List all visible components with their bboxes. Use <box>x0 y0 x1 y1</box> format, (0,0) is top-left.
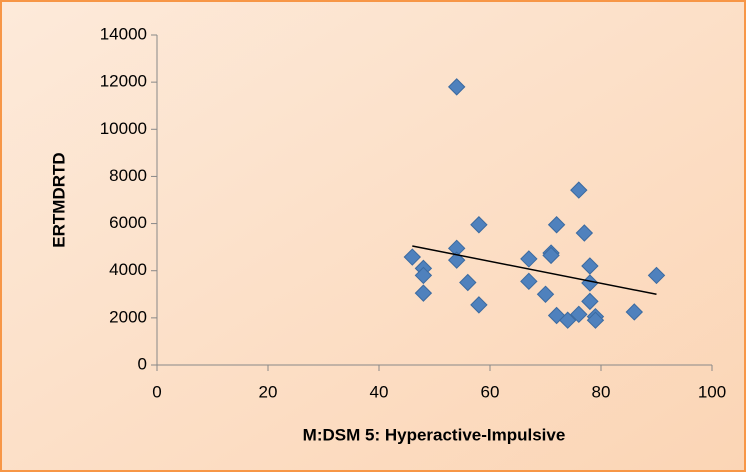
data-point <box>581 257 599 275</box>
data-point <box>547 216 566 234</box>
x-tick-label: 80 <box>592 382 611 401</box>
x-tick-label: 40 <box>370 382 389 401</box>
data-point <box>470 296 488 314</box>
y-tick-label: 10000 <box>100 119 147 138</box>
data-point <box>470 216 488 234</box>
data-point <box>542 246 560 265</box>
data-point <box>581 292 599 311</box>
data-point <box>520 272 538 291</box>
y-tick-label: 8000 <box>109 166 147 185</box>
trendline <box>412 245 657 296</box>
y-tick-label: 2000 <box>109 307 147 326</box>
x-tick-label: 100 <box>698 382 726 401</box>
x-tick-label: 20 <box>259 382 278 401</box>
data-point <box>586 311 605 329</box>
y-tick-label: 4000 <box>109 260 147 279</box>
data-point <box>647 266 666 285</box>
data-point <box>558 311 577 329</box>
data-point <box>625 303 644 321</box>
y-tick-label: 12000 <box>100 72 147 91</box>
data-point <box>414 284 433 302</box>
data-point <box>536 285 555 303</box>
x-tick-label: 0 <box>152 382 161 401</box>
data-point <box>570 181 588 199</box>
data-point <box>520 250 538 268</box>
data-point <box>459 273 477 292</box>
data-point <box>447 78 466 96</box>
x-axis-title: M:DSM 5: Hyperactive-Impulsive <box>303 425 566 444</box>
y-tick-label: 6000 <box>109 213 147 232</box>
data-point <box>403 248 422 266</box>
data-point <box>575 224 594 242</box>
y-axis-title: ERTMDRTD <box>49 152 68 247</box>
data-point <box>570 305 588 324</box>
x-tick-label: 60 <box>481 382 500 401</box>
y-tick-label: 0 <box>138 354 147 373</box>
y-tick-label: 14000 <box>100 24 147 43</box>
data-point <box>447 251 466 269</box>
data-point <box>414 266 433 285</box>
